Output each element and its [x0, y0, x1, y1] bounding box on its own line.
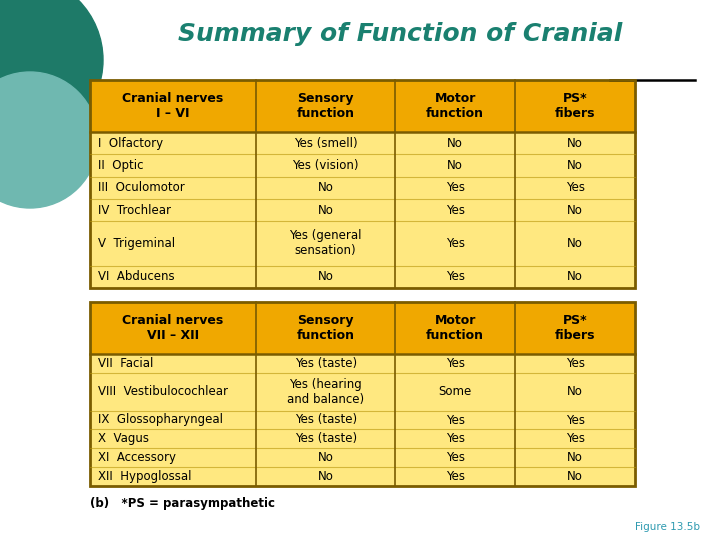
Text: Yes: Yes: [446, 237, 464, 250]
Text: I  Olfactory: I Olfactory: [98, 137, 163, 150]
Text: No: No: [318, 470, 333, 483]
Text: Some: Some: [438, 385, 472, 398]
Text: Yes (hearing
and balance): Yes (hearing and balance): [287, 377, 364, 406]
Text: No: No: [567, 385, 583, 398]
Text: No: No: [567, 451, 583, 464]
Text: Yes (taste): Yes (taste): [294, 433, 357, 446]
Text: Yes: Yes: [565, 357, 585, 370]
Text: (b)   *PS = parasympathetic: (b) *PS = parasympathetic: [90, 497, 275, 510]
Text: No: No: [567, 237, 583, 250]
Text: Motor
function: Motor function: [426, 92, 484, 120]
Text: Sensory
function: Sensory function: [297, 314, 355, 342]
Text: Yes: Yes: [446, 357, 464, 370]
Text: No: No: [447, 137, 463, 150]
Text: No: No: [318, 271, 333, 284]
Text: Cranial nerves
VII – XII: Cranial nerves VII – XII: [122, 314, 224, 342]
Bar: [90, 302, 635, 486]
Text: Sensory
function: Sensory function: [297, 92, 355, 120]
Text: Figure 13.5b: Figure 13.5b: [635, 522, 700, 532]
Text: Yes: Yes: [446, 470, 464, 483]
Text: IX  Glossopharyngeal: IX Glossopharyngeal: [98, 414, 223, 427]
Text: No: No: [567, 137, 583, 150]
Text: III  Oculomotor: III Oculomotor: [98, 181, 185, 194]
Text: XII  Hypoglossal: XII Hypoglossal: [98, 470, 192, 483]
Text: Yes: Yes: [565, 414, 585, 427]
Text: No: No: [318, 181, 333, 194]
Bar: [90, 80, 635, 288]
Text: Motor
function: Motor function: [426, 314, 484, 342]
Text: X  Vagus: X Vagus: [98, 433, 149, 446]
Bar: [90, 132, 635, 288]
Text: Summary of Function of Cranial: Summary of Function of Cranial: [178, 22, 622, 46]
Text: Cranial nerves
I – VI: Cranial nerves I – VI: [122, 92, 224, 120]
Text: Yes: Yes: [446, 271, 464, 284]
Text: Yes: Yes: [446, 414, 464, 427]
Text: No: No: [318, 204, 333, 217]
Text: Yes (taste): Yes (taste): [294, 414, 357, 427]
Text: XI  Accessory: XI Accessory: [98, 451, 176, 464]
Circle shape: [0, 72, 98, 208]
Text: IV  Trochlear: IV Trochlear: [98, 204, 171, 217]
Text: No: No: [567, 470, 583, 483]
Text: No: No: [447, 159, 463, 172]
Bar: [90, 80, 635, 132]
Text: V  Trigeminal: V Trigeminal: [98, 237, 175, 250]
Text: VI  Abducens: VI Abducens: [98, 271, 175, 284]
Text: Yes (taste): Yes (taste): [294, 357, 357, 370]
Circle shape: [0, 0, 103, 145]
Text: Yes: Yes: [446, 204, 464, 217]
Text: Yes: Yes: [565, 433, 585, 446]
Text: Yes (vision): Yes (vision): [292, 159, 359, 172]
Bar: [90, 302, 635, 354]
Text: II  Optic: II Optic: [98, 159, 143, 172]
Text: No: No: [318, 451, 333, 464]
Bar: [90, 354, 635, 486]
Text: PS*
fibers: PS* fibers: [555, 314, 595, 342]
Text: VIII  Vestibulocochlear: VIII Vestibulocochlear: [98, 385, 228, 398]
Text: Yes: Yes: [565, 181, 585, 194]
Text: Yes: Yes: [446, 433, 464, 446]
Text: PS*
fibers: PS* fibers: [555, 92, 595, 120]
Text: Yes: Yes: [446, 181, 464, 194]
Text: VII  Facial: VII Facial: [98, 357, 153, 370]
Text: Yes: Yes: [446, 451, 464, 464]
Text: Yes (general
sensation): Yes (general sensation): [289, 230, 362, 258]
Text: Yes (smell): Yes (smell): [294, 137, 358, 150]
Text: No: No: [567, 204, 583, 217]
Text: No: No: [567, 159, 583, 172]
Text: No: No: [567, 271, 583, 284]
